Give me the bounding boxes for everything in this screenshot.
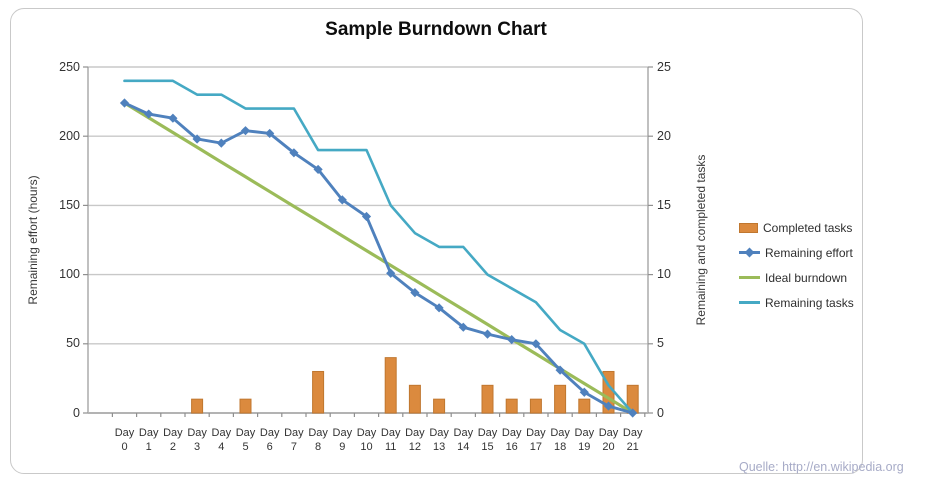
right-axis-title: Remaining and completed tasks — [694, 154, 708, 326]
x-axis-tick-label: Day 1 — [138, 427, 159, 453]
legend-label: Completed tasks — [763, 220, 853, 235]
x-axis-tick-label: Day 3 — [187, 427, 207, 453]
diamond-marker-icon — [744, 247, 755, 257]
legend-label: Ideal burndown — [765, 270, 848, 285]
remaining-tasks-swatch-icon — [739, 301, 760, 304]
x-axis-tick-label: Day 2 — [163, 427, 183, 453]
x-axis-tick-label: Day 5 — [235, 427, 256, 453]
chart-title: Sample Burndown Chart — [325, 19, 547, 40]
ideal-burndown-swatch-icon — [739, 276, 760, 279]
left-axis-tick-label: 150 — [59, 197, 80, 212]
chart-legend: Completed tasks Remaining effort Ideal b… — [739, 215, 854, 315]
right-axis-tick-label: 10 — [657, 267, 671, 282]
x-axis-tick-label: Day 15 — [477, 427, 498, 453]
legend-label: Remaining effort — [765, 245, 853, 260]
right-axis-tick-label: 15 — [657, 197, 671, 212]
x-axis-tick-label: Day 6 — [259, 427, 280, 453]
x-axis-tick-label: Day 13 — [429, 427, 449, 453]
left-axis-tick-label: 250 — [59, 59, 80, 74]
remaining-effort-swatch-icon — [739, 247, 760, 257]
x-axis-tick-label: Day 17 — [526, 427, 546, 453]
x-axis-tick-label: Day 14 — [453, 427, 474, 453]
left-axis-tick-label: 0 — [73, 405, 80, 420]
legend-item-remaining-effort: Remaining effort — [739, 240, 854, 265]
legend-label: Remaining tasks — [765, 295, 854, 310]
x-axis-tick-label: Day 12 — [405, 427, 425, 453]
x-axis-tick-label: Day 11 — [380, 427, 401, 453]
legend-item-completed-tasks: Completed tasks — [739, 215, 854, 240]
x-axis-tick-label: Day 19 — [574, 427, 595, 453]
x-axis-tick-label: Day 7 — [284, 427, 304, 453]
source-note: Quelle: http://en.wikipedia.org — [739, 460, 904, 474]
completed-tasks-swatch-icon — [739, 222, 758, 233]
left-axis-title: Remaining effort (hours) — [26, 175, 40, 305]
legend-item-remaining-tasks: Remaining tasks — [739, 290, 854, 315]
right-axis-tick-label: 5 — [657, 336, 664, 351]
x-axis-tick-label: Day 9 — [332, 427, 353, 453]
x-axis-tick-label: Day 4 — [211, 427, 232, 453]
right-axis-tick-label: 0 — [657, 405, 664, 420]
left-axis-tick-label: 200 — [59, 128, 80, 143]
x-axis-tick-label: Day 0 — [114, 427, 135, 453]
x-axis-tick-label: Day 8 — [308, 427, 328, 453]
right-axis-tick-label: 25 — [657, 59, 671, 74]
x-axis-tick-label: Day 16 — [501, 427, 522, 453]
x-axis-tick-label: Day 18 — [550, 427, 570, 453]
x-axis-tick-label: Day 20 — [598, 427, 619, 453]
left-axis-tick-label: 100 — [59, 267, 80, 282]
legend-item-ideal-burndown: Ideal burndown — [739, 265, 854, 290]
x-axis-tick-label: Day 10 — [356, 427, 377, 453]
x-axis-tick-label: Day 21 — [622, 427, 643, 453]
left-axis-tick-label: 50 — [66, 336, 80, 351]
right-axis-tick-label: 20 — [657, 128, 671, 143]
